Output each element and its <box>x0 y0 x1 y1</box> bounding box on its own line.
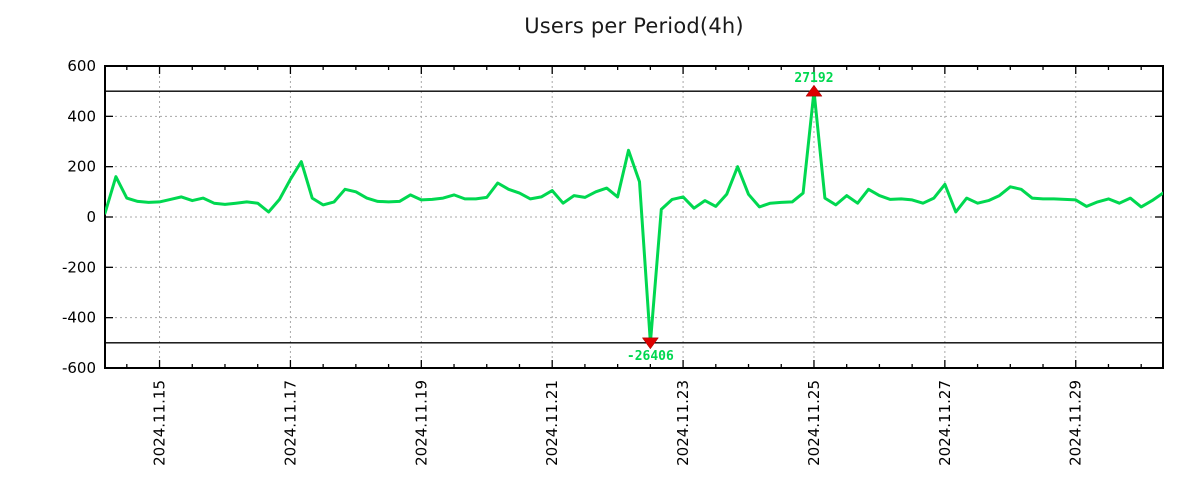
max-annotation-label: 27192 <box>794 71 833 86</box>
users-series-line <box>105 89 1163 345</box>
chart-title: Users per Period(4h) <box>524 14 744 38</box>
x-tick-label: 2024.11.27 <box>936 380 954 466</box>
y-tick-label: -200 <box>62 258 96 276</box>
x-tick-label: 2024.11.29 <box>1067 380 1085 466</box>
x-tick-label: 2024.11.15 <box>151 380 169 466</box>
y-tick-label: -400 <box>62 309 96 327</box>
y-tick-label: 600 <box>67 57 96 75</box>
x-tick-label: 2024.11.21 <box>543 380 561 466</box>
x-tick-label: 2024.11.17 <box>281 380 299 466</box>
x-tick-label: 2024.11.23 <box>674 380 692 466</box>
max-marker-icon <box>805 84 823 97</box>
y-tick-label: 0 <box>86 208 96 226</box>
plot-border <box>104 65 1164 369</box>
y-tick-label: -600 <box>62 359 96 377</box>
y-tick-label: 400 <box>67 107 96 125</box>
x-tick-label: 2024.11.19 <box>412 380 430 466</box>
x-tick-label: 2024.11.25 <box>805 380 823 466</box>
min-marker-icon <box>641 337 659 350</box>
y-tick-label: 200 <box>67 158 96 176</box>
min-annotation-label: -26406 <box>627 349 674 364</box>
